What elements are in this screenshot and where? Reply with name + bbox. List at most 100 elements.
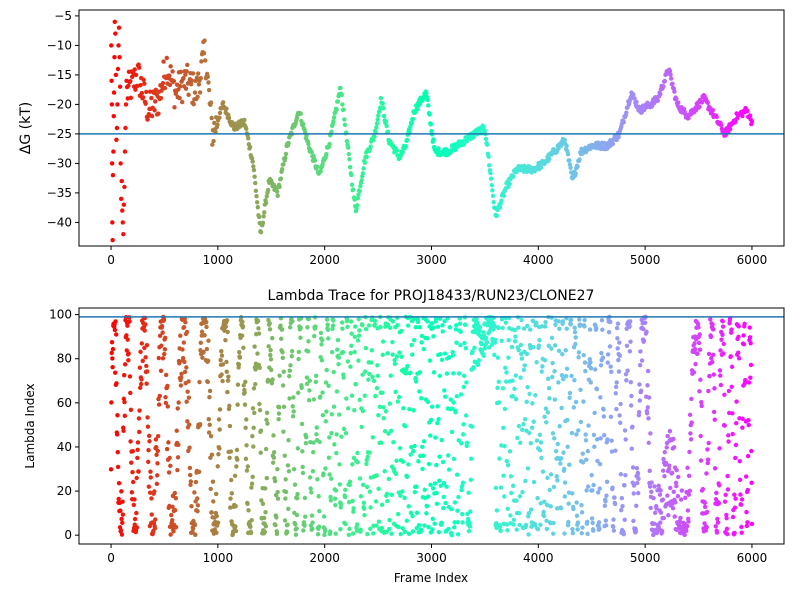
delta-g-y-tick-label: −40 (47, 215, 72, 229)
lambda-point (476, 358, 482, 363)
lambda-point (169, 512, 174, 518)
lambda-point (591, 432, 597, 438)
lambda-point (351, 455, 357, 461)
lambda-point (217, 407, 223, 412)
lambda-point (467, 520, 472, 525)
delta-g-point (111, 90, 117, 95)
lambda-point (154, 452, 159, 458)
lambda-point (365, 531, 370, 537)
lambda-point (458, 392, 464, 397)
delta-g-point (375, 117, 380, 122)
lambda-point (147, 490, 153, 495)
delta-g-point (242, 117, 247, 123)
lambda-point (684, 528, 689, 533)
lambda-point (336, 355, 342, 360)
delta-g-point (342, 122, 348, 128)
lambda-point (733, 455, 738, 461)
delta-g-point (381, 113, 387, 119)
lambda-point (364, 484, 370, 490)
delta-g-y-tick-label: −20 (47, 97, 72, 111)
delta-g-point (374, 121, 380, 126)
delta-g-point (354, 203, 360, 208)
lambda-point (153, 517, 158, 522)
lambda-point (202, 333, 207, 338)
lambda-point (233, 528, 239, 534)
lambda-point (613, 448, 618, 453)
lambda-point (704, 471, 709, 476)
delta-g-point (740, 113, 745, 119)
lambda-point (122, 362, 128, 367)
lambda-point (547, 487, 552, 493)
lambda-point (157, 393, 162, 399)
lambda-point (396, 524, 401, 530)
lambda-point (458, 329, 463, 335)
lambda-point (108, 467, 114, 472)
lambda-point (541, 509, 546, 515)
delta-g-point (162, 85, 168, 91)
lambda-point (419, 395, 424, 401)
lambda-point (276, 416, 281, 422)
lambda-point (743, 474, 749, 479)
lambda-point (270, 377, 275, 382)
lambda-point (470, 349, 475, 354)
lambda-point (508, 513, 513, 518)
lambda-point (353, 324, 358, 329)
delta-g-point (117, 84, 123, 89)
lambda-point (717, 446, 722, 451)
lambda-point (155, 461, 160, 466)
lambda-point (504, 458, 510, 464)
lambda-point (635, 470, 641, 476)
lambda-point (220, 362, 226, 367)
lambda-point (227, 403, 232, 409)
lambda-point (682, 532, 687, 538)
lambda-point (451, 371, 456, 376)
lambda-point (576, 350, 582, 355)
lambda-point (421, 439, 427, 444)
lambda-point (706, 351, 712, 357)
lambda-point (441, 505, 446, 511)
lambda-point (360, 372, 365, 377)
lambda-point (657, 492, 663, 497)
lambda-point (511, 522, 516, 527)
lambda-point (546, 386, 552, 391)
lambda-point (307, 388, 312, 393)
lambda-point (542, 414, 547, 420)
delta-g-point (368, 144, 373, 149)
lambda-point (555, 441, 560, 447)
lambda-point (276, 411, 282, 416)
lambda-point (637, 363, 643, 368)
lambda-point (137, 365, 143, 370)
lambda-point (452, 520, 457, 525)
delta-g-point (250, 159, 255, 164)
lambda-point (441, 494, 446, 500)
lambda-point (248, 530, 254, 536)
lambda-point (159, 343, 164, 348)
lambda-point (454, 340, 459, 345)
lambda-point (385, 322, 391, 327)
lambda-point (543, 406, 549, 411)
lambda-point (454, 394, 460, 399)
lambda-point (464, 440, 470, 446)
lambda-point (730, 411, 735, 416)
delta-g-y-tick-label: −10 (47, 38, 72, 52)
lambda-point (437, 454, 442, 459)
lambda-point (669, 470, 675, 476)
lambda-point (667, 428, 673, 434)
delta-g-point (109, 102, 115, 107)
lambda-point (531, 345, 536, 350)
delta-g-x-tick-label: 3000 (416, 253, 447, 267)
lambda-point (218, 357, 223, 363)
lambda-point (628, 403, 634, 408)
delta-g-point (683, 111, 688, 117)
lambda-point (275, 496, 281, 501)
lambda-point (132, 497, 137, 502)
lambda-point (338, 501, 344, 507)
delta-g-point (178, 84, 183, 89)
lambda-point (608, 364, 613, 369)
lambda-point (192, 522, 198, 528)
lambda-point (615, 321, 621, 326)
lambda-point (590, 520, 595, 526)
lambda-point (648, 505, 653, 511)
lambda-point (609, 438, 614, 443)
lambda-point (591, 528, 596, 533)
